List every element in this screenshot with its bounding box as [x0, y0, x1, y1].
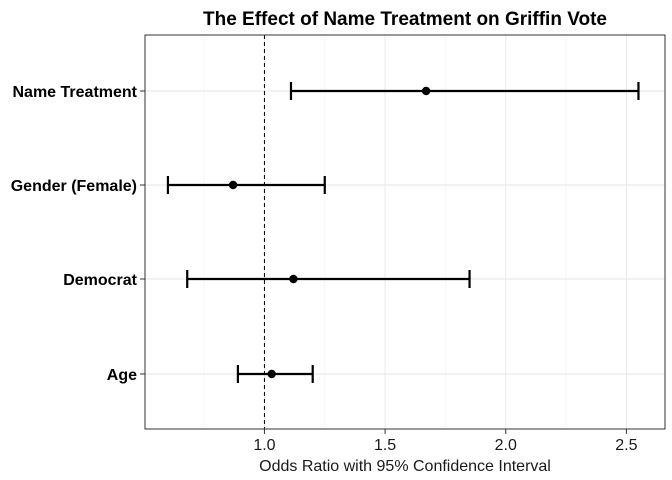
grid-major: [145, 35, 665, 429]
x-axis-tick-labels: 1.0 1.5 2.0 2.5: [253, 437, 637, 454]
y-axis-labels: Name Treatment Gender (Female) Democrat Age: [11, 84, 138, 384]
y-tick-label: Democrat: [63, 272, 137, 289]
error-bars: [166, 82, 640, 383]
y-tick-label: Gender (Female): [11, 178, 137, 195]
x-tick-label: 2.5: [615, 437, 637, 454]
point-estimate: [228, 180, 238, 190]
y-tick-label: Name Treatment: [13, 84, 138, 101]
chart-title: The Effect of Name Treatment on Griffin …: [203, 9, 607, 30]
y-axis-ticks: [140, 90, 145, 375]
y-tick-label: Age: [107, 367, 137, 384]
x-axis-label: Odds Ratio with 95% Confidence Interval: [259, 458, 551, 475]
plot-panel-border: [144, 34, 666, 430]
point-estimates: [228, 86, 431, 379]
x-tick-label: 1.0: [253, 437, 275, 454]
x-tick-label: 1.5: [374, 437, 396, 454]
grid-minor: [203, 35, 567, 429]
point-estimate: [289, 274, 298, 284]
x-tick-label: 2.0: [495, 437, 517, 454]
point-estimate: [267, 369, 276, 379]
point-estimate: [421, 86, 431, 96]
x-axis-ticks: [263, 429, 627, 434]
